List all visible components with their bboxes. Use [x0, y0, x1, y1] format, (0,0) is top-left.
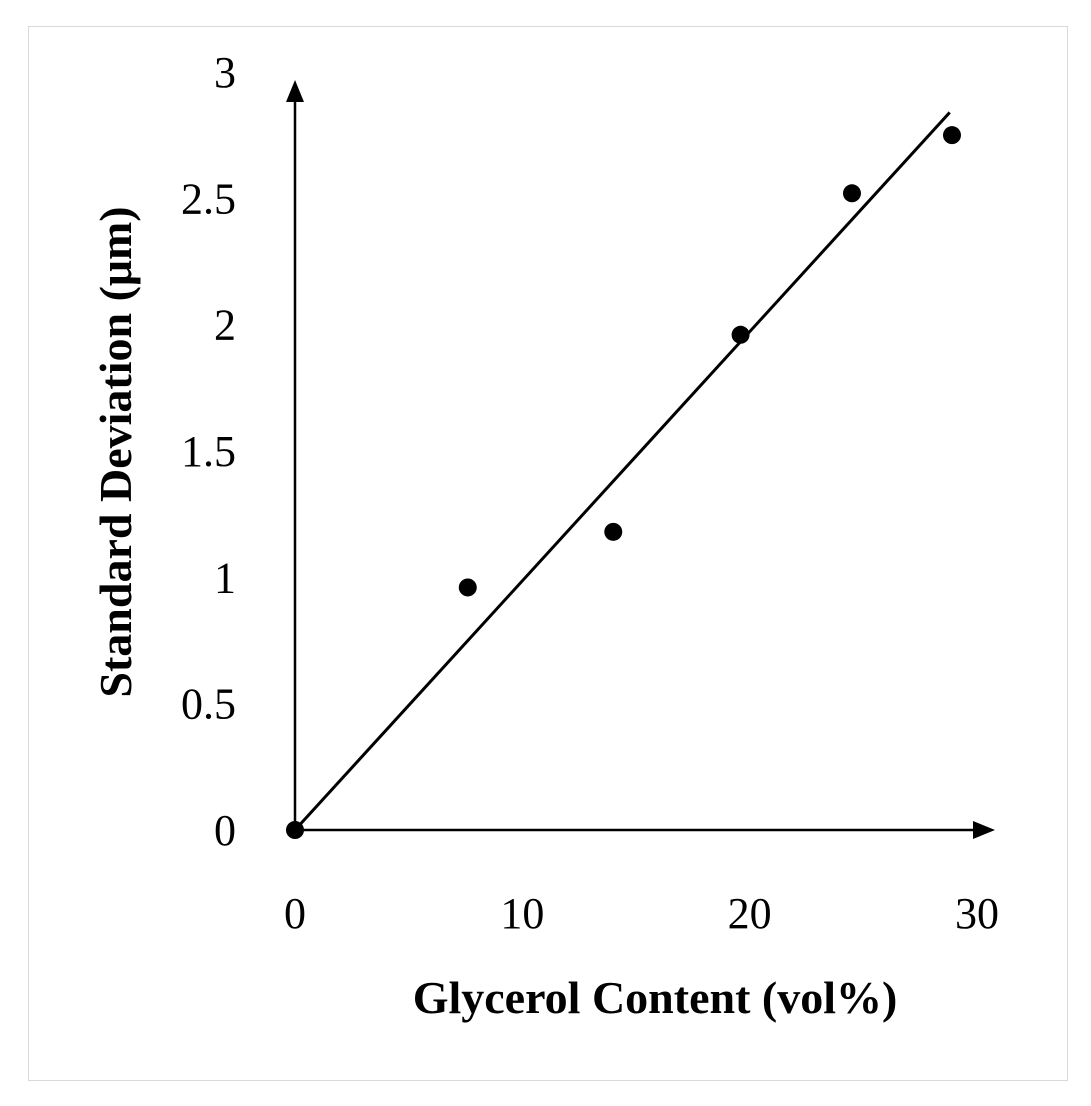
- y-tick-labels: 0 0.5 1 1.5 2 2.5 3: [181, 48, 236, 855]
- x-tick-label: 20: [728, 889, 772, 938]
- data-point: [286, 821, 304, 839]
- data-point: [458, 578, 477, 597]
- data-point: [942, 126, 961, 145]
- y-tick-label: 1.5: [181, 427, 236, 476]
- y-tick-label: 3: [214, 48, 236, 97]
- x-tick-label: 0: [284, 889, 306, 938]
- axes: [286, 80, 995, 839]
- x-tick-labels: 0 10 20 30: [284, 889, 999, 938]
- y-tick-label: 2.5: [181, 174, 236, 223]
- data-point: [731, 325, 750, 344]
- y-tick-label: 0: [214, 806, 236, 855]
- data-point: [842, 184, 861, 203]
- x-axis-title: Glycerol Content (vol%): [413, 972, 898, 1023]
- x-axis-arrowhead: [973, 821, 995, 839]
- data-point: [604, 522, 623, 541]
- y-axis-title: Standard Deviation (μm): [90, 206, 141, 697]
- x-tick-label: 30: [955, 889, 999, 938]
- trendline: [293, 111, 951, 832]
- y-axis-arrowhead: [286, 80, 304, 102]
- data-points: [286, 126, 961, 839]
- y-tick-label: 0.5: [181, 680, 236, 729]
- x-tick-label: 10: [500, 889, 544, 938]
- y-tick-label: 2: [214, 301, 236, 350]
- y-tick-label: 1: [214, 553, 236, 602]
